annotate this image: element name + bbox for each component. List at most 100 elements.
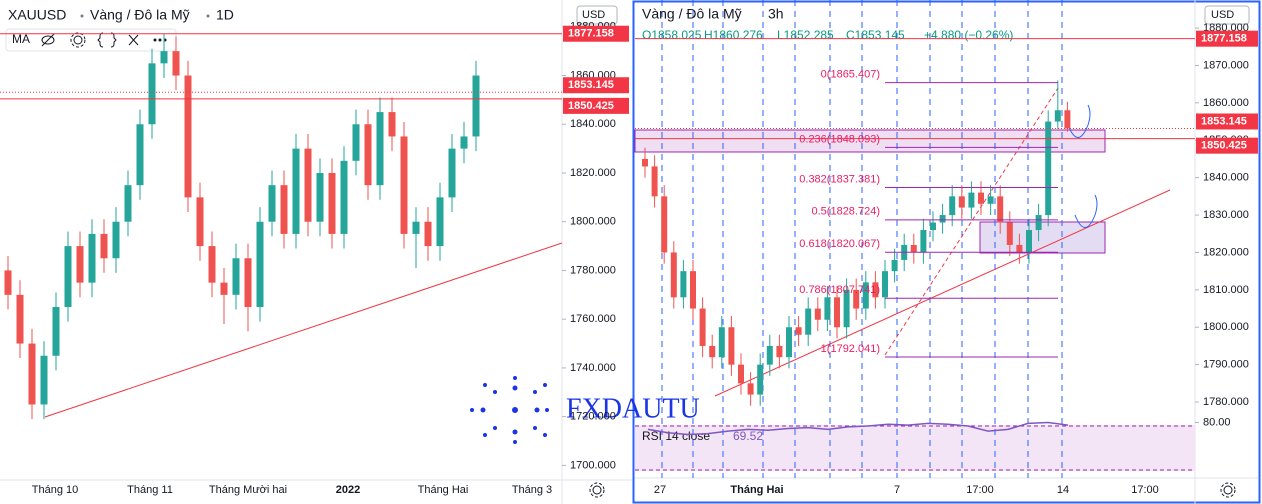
candle-body [100, 233, 108, 259]
candle-body [220, 282, 228, 295]
candle-body [376, 112, 384, 186]
candle-body [939, 215, 946, 223]
y-tick-label: 1840.000 [570, 118, 616, 130]
candle-body [824, 297, 831, 320]
trend-line [714, 189, 1171, 397]
settings-icon[interactable] [1220, 482, 1236, 498]
price-label-box [563, 77, 629, 94]
rsi-value: 69.52 [733, 429, 763, 443]
candle-body [690, 271, 696, 309]
candle-body [997, 196, 1004, 223]
rsi-label: RSI 14 close [642, 429, 710, 443]
candle-body [843, 289, 850, 328]
y-tick-label: 1830.000 [1203, 209, 1249, 221]
zone-box [634, 129, 1106, 153]
candle-body [699, 308, 706, 346]
candle-body [232, 258, 240, 295]
trend-line [44, 242, 563, 418]
candle-body [16, 294, 24, 344]
candle-body [400, 136, 408, 234]
candle-body [280, 185, 288, 234]
y-tick-label: 1760.000 [570, 313, 616, 325]
fib-label: 0.5(1828.724) [812, 206, 881, 218]
candle-body [718, 327, 725, 358]
candle-body [757, 364, 764, 395]
watermark: FXDAUTU [566, 393, 700, 424]
candle-body [987, 196, 994, 204]
candle-body [1054, 110, 1061, 122]
currency[interactable]: USD [1211, 9, 1234, 21]
interval: 3h [768, 6, 784, 22]
active-panel-border [632, 0, 1261, 504]
zone-box [979, 221, 1106, 254]
x-tick-label: Tháng Hai [418, 484, 469, 496]
y-tick-label: 1840.000 [1203, 172, 1249, 184]
candle-body [1064, 110, 1071, 129]
currency[interactable]: USD [582, 9, 605, 21]
panel-title: Vàng / Đô la Mỹ [642, 6, 742, 22]
candle-body [364, 124, 372, 186]
candle-body [316, 172, 324, 222]
x-tick-label: Tháng Hai [730, 484, 783, 496]
candle-body [40, 355, 48, 405]
candle-body [160, 51, 168, 64]
ohlc-value: C1853.145 [846, 28, 905, 42]
separator [206, 14, 210, 18]
candle-body [244, 258, 252, 308]
candle-body [352, 124, 360, 161]
candle-body [661, 196, 668, 253]
fib-label: 0.618(1820.067) [799, 238, 880, 250]
price-label: 1850.425 [568, 100, 614, 112]
candle-body [642, 158, 648, 167]
candle-body [448, 148, 456, 198]
price-label-box [563, 25, 629, 42]
price-label-box [1196, 30, 1258, 47]
candle-body [978, 192, 984, 204]
y-tick-label: 1820.000 [570, 167, 616, 179]
currency-button[interactable] [1204, 5, 1250, 25]
separator [80, 14, 84, 18]
price-label: 1853.145 [1201, 115, 1247, 127]
candle-body [766, 345, 773, 365]
candle-body [930, 222, 936, 231]
ohlc-value: +4.880 (−0.26%) [924, 28, 1013, 42]
candle-body [136, 124, 144, 186]
y-tick-label: 1700.000 [570, 459, 616, 471]
candle-body [862, 282, 869, 309]
x-tick-label: 17:00 [1131, 484, 1159, 496]
x-tick-label: 17:00 [966, 484, 994, 496]
y-tick-label: 1870.000 [1203, 59, 1249, 71]
x-tick-label: 14 [1057, 484, 1069, 496]
projection-arrow [1074, 194, 1098, 228]
fib-label: 1(1792.041) [821, 343, 880, 355]
indicator-name[interactable]: MA [12, 32, 30, 46]
ohlc-value: L1852.285 [777, 28, 834, 42]
candle-body [4, 270, 12, 295]
candle-body [52, 307, 60, 356]
candle-body [256, 221, 264, 308]
more-icon[interactable] [153, 38, 167, 42]
y-tick-label: 1800.000 [570, 216, 616, 228]
x-tick-label: Tháng 11 [127, 484, 173, 496]
currency-button[interactable] [576, 5, 618, 25]
panel-title: Vàng / Đô la Mỹ [90, 7, 190, 23]
y-tick-label: 1740.000 [570, 362, 616, 374]
candle-body [1045, 121, 1052, 216]
candle-body [172, 51, 180, 76]
candle-body [304, 148, 312, 222]
price-label: 1877.158 [1201, 33, 1247, 45]
candle-body [424, 221, 432, 247]
y-tick-label: 1860.000 [1203, 97, 1249, 109]
price-label: 1877.158 [568, 28, 614, 40]
settings-icon[interactable] [589, 482, 605, 498]
x-tick-label: 2022 [336, 484, 360, 496]
indicator-toolbar [5, 28, 177, 52]
x-tick-label: Tháng Mười hai [209, 484, 287, 496]
candle-body [805, 308, 812, 335]
candle-body [112, 221, 120, 259]
candle-body [670, 252, 677, 298]
candle-body [76, 246, 84, 283]
interval: 1D [216, 7, 234, 23]
